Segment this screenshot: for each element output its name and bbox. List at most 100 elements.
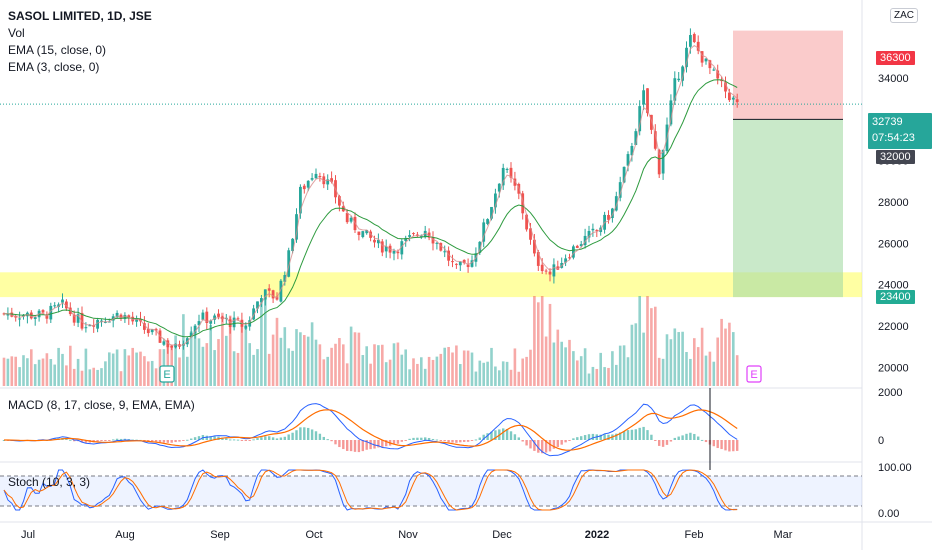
stoch-pane-label[interactable]: Stoch (10, 3, 3) xyxy=(8,475,91,489)
volume-bar xyxy=(474,371,478,386)
volume-bar xyxy=(661,358,665,386)
volume-bar xyxy=(232,351,236,386)
macd-pane-label[interactable]: MACD (8, 17, close, 9, EMA, EMA) xyxy=(8,398,195,412)
macd-histogram-bar xyxy=(119,438,123,440)
candle-body xyxy=(365,229,369,234)
macd-histogram-bar xyxy=(225,438,228,440)
candle-body xyxy=(299,186,302,214)
macd-histogram-bar xyxy=(404,440,407,441)
macd-histogram-bar xyxy=(271,437,275,440)
macd-histogram-bar xyxy=(521,440,524,442)
macd-histogram-bar xyxy=(190,438,193,440)
candle-body xyxy=(513,178,517,186)
candle-body xyxy=(435,242,439,244)
macd-histogram-bar xyxy=(361,440,364,452)
volume-bar xyxy=(615,364,618,386)
candle-body xyxy=(419,235,423,238)
macd-histogram-bar xyxy=(326,439,329,441)
macd-histogram-bar xyxy=(626,430,630,440)
volume-bar xyxy=(568,339,571,386)
volume-bar xyxy=(291,350,294,386)
volume-bar xyxy=(447,346,450,386)
candle-body xyxy=(170,345,174,348)
candle-body xyxy=(642,90,645,105)
candle-body xyxy=(486,219,489,224)
volume-bar xyxy=(61,353,64,386)
macd-histogram-bar xyxy=(619,432,622,440)
macd-histogram-bar xyxy=(96,440,99,442)
candle-body xyxy=(197,321,201,326)
macd-histogram-bar xyxy=(392,440,396,445)
candle-body xyxy=(76,314,80,323)
currency-badge[interactable]: ZAC xyxy=(890,8,918,23)
volume-bar xyxy=(412,358,415,386)
macd-histogram-bar xyxy=(673,437,676,440)
volume-bar xyxy=(310,322,314,386)
macd-histogram-bar xyxy=(385,440,388,447)
macd-histogram-bar xyxy=(622,431,626,440)
candle-body xyxy=(61,299,64,303)
macd-histogram-bar xyxy=(544,440,548,453)
candle-body xyxy=(564,258,567,263)
candle-body xyxy=(283,275,287,282)
volume-bar xyxy=(673,328,677,386)
candle-body xyxy=(630,146,634,156)
candle-body xyxy=(525,214,528,230)
volume-bar xyxy=(400,354,404,386)
indicator-ema15[interactable]: EMA (15, close, 0) xyxy=(8,43,107,57)
volume-bar xyxy=(299,332,302,386)
macd-histogram-bar xyxy=(431,438,435,440)
macd-histogram-bar xyxy=(232,439,236,441)
candle-body xyxy=(244,325,248,329)
volume-bar xyxy=(342,344,345,386)
macd-histogram-bar xyxy=(275,438,279,440)
macd-histogram-bar xyxy=(322,436,325,440)
macd-histogram-bar xyxy=(186,439,189,441)
candle-body xyxy=(661,149,665,174)
candle-body xyxy=(470,260,474,267)
volume-bar xyxy=(693,338,696,386)
candle-body xyxy=(466,264,470,268)
indicator-volume[interactable]: Vol xyxy=(8,26,25,40)
candle-body xyxy=(614,196,618,211)
volume-bar xyxy=(108,352,111,386)
volume-bar xyxy=(720,318,723,386)
candle-body xyxy=(162,341,166,345)
volume-bar xyxy=(517,371,521,386)
candle-body xyxy=(611,208,614,219)
candle-body xyxy=(271,290,275,299)
volume-bar xyxy=(634,323,638,386)
candle-body xyxy=(330,178,333,182)
symbol-title[interactable]: SASOL LIMITED, 1D, JSE xyxy=(8,9,152,23)
candle-body xyxy=(80,312,84,329)
candle-body xyxy=(650,114,653,130)
volume-bar xyxy=(287,348,290,386)
candle-body xyxy=(689,35,692,47)
volume-bar xyxy=(560,341,563,386)
volume-bar xyxy=(2,357,6,386)
volume-bar xyxy=(236,352,240,386)
volume-bar xyxy=(537,302,540,386)
candle-body xyxy=(146,328,150,334)
volume-bar xyxy=(576,360,579,386)
volume-bar xyxy=(303,335,306,386)
macd-histogram-bar xyxy=(474,439,478,441)
candle-body xyxy=(501,167,505,186)
volume-bar xyxy=(451,352,454,386)
volume-bar xyxy=(88,369,92,386)
indicator-ema3[interactable]: EMA (3, close, 0) xyxy=(8,60,100,74)
volume-bar xyxy=(127,355,131,386)
candle-body xyxy=(150,329,154,333)
candle-body xyxy=(45,314,49,319)
volume-bar xyxy=(283,327,287,386)
candle-body xyxy=(115,312,119,318)
volume-bar xyxy=(642,332,645,386)
candle-body xyxy=(302,185,306,190)
candle-body xyxy=(685,47,688,68)
candle-body xyxy=(404,237,408,241)
volume-bar xyxy=(459,364,462,386)
macd-histogram-bar xyxy=(502,428,505,440)
volume-bar xyxy=(650,308,653,386)
volume-bar xyxy=(119,371,123,386)
